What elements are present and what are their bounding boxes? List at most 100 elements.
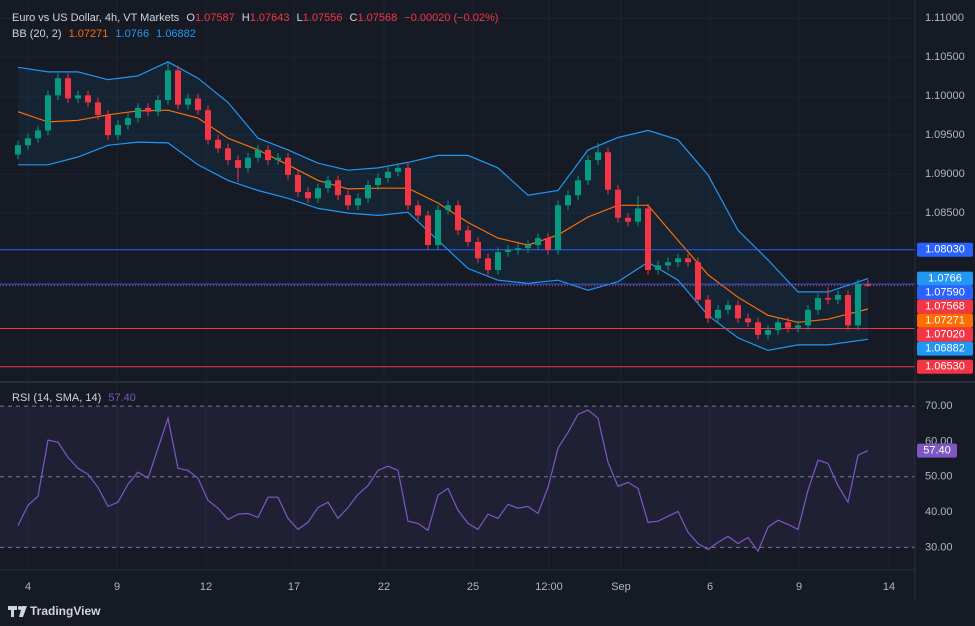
candle-body — [115, 124, 121, 136]
brand-logo — [8, 606, 27, 617]
candle-body — [635, 208, 641, 222]
price-badge — [917, 313, 973, 328]
candle-body — [475, 241, 481, 259]
rsi-name: RSI (14, SMA, 14) — [12, 392, 101, 404]
candle-body — [25, 138, 31, 146]
candle-body — [35, 130, 41, 139]
y-tick-label: 50.00 — [925, 471, 953, 483]
rsi-legend: RSI (14, SMA, 14) 57.40 — [12, 392, 136, 404]
x-tick-label: 17 — [288, 581, 300, 593]
y-tick-label: 40.00 — [925, 506, 953, 518]
price-badge-label: 1.08030 — [925, 244, 965, 256]
candle-body — [95, 102, 101, 115]
candle-body — [825, 298, 831, 300]
y-tick-label: 1.10000 — [925, 90, 965, 102]
candle-body — [525, 245, 531, 249]
candle-body — [355, 198, 361, 206]
rsi-badge-label: 57.40 — [923, 445, 951, 457]
candle-body — [145, 107, 151, 112]
candle-body — [515, 248, 521, 250]
open-label: O — [186, 12, 195, 24]
x-tick-label: 9 — [114, 581, 120, 593]
candle-body — [305, 192, 311, 199]
y-tick-label: 1.10500 — [925, 51, 965, 63]
y-tick-label: 1.08500 — [925, 207, 965, 219]
candle-body — [605, 152, 611, 190]
candle-body — [365, 185, 371, 199]
candle-body — [125, 117, 131, 125]
rsi-pane — [0, 405, 915, 553]
candle-body — [595, 152, 601, 161]
candle-body — [655, 265, 661, 271]
y-tick-label: 1.09500 — [925, 129, 965, 141]
symbol-title: Euro vs US Dollar, 4h, VT Markets — [12, 12, 180, 24]
price-badge-label: 1.07271 — [925, 315, 965, 327]
candle-body — [135, 107, 141, 118]
candle-body — [485, 258, 491, 271]
price-badge — [917, 285, 973, 300]
price-badge — [917, 327, 973, 342]
rsi-value: 57.40 — [108, 392, 136, 404]
candle-body — [535, 238, 541, 246]
high-label: H — [242, 12, 250, 24]
candle-body — [45, 95, 51, 131]
candle-body — [225, 148, 231, 161]
candle-body — [65, 78, 71, 99]
y-tick-label: 1.09000 — [925, 168, 965, 180]
price-badge-label: 1.07590 — [925, 287, 965, 299]
candle-body — [285, 157, 291, 175]
candle-body — [415, 205, 421, 216]
price-badge-label: 1.07020 — [925, 329, 965, 341]
x-tick-label: 25 — [467, 581, 479, 593]
candle-body — [435, 209, 441, 246]
candle-body — [785, 322, 791, 328]
candle-body — [495, 252, 501, 271]
low-value: 1.07556 — [303, 12, 343, 24]
candle-body — [75, 95, 81, 99]
bb-mid-value: 1.07271 — [69, 28, 109, 40]
candle-body — [815, 298, 821, 310]
candle-body — [185, 98, 191, 105]
candle-body — [155, 100, 161, 112]
candle-body — [105, 114, 111, 136]
price-badge — [917, 299, 973, 314]
candle-body — [795, 325, 801, 328]
price-badge-label: 1.06530 — [925, 361, 965, 373]
bb-name: BB (20, 2) — [12, 28, 62, 40]
candle-body — [835, 294, 841, 300]
bb-upper — [17, 61, 869, 293]
candle-body — [205, 110, 211, 140]
candle-body — [845, 294, 851, 326]
rsi-line — [17, 409, 869, 553]
candle-body — [15, 145, 21, 155]
bb-lower-value: 1.06882 — [156, 28, 196, 40]
candle-body — [735, 305, 741, 319]
price-badge — [917, 271, 973, 286]
x-tick-label: 22 — [378, 581, 390, 593]
candle-body — [565, 195, 571, 206]
candle-body — [685, 258, 691, 263]
candle-body — [385, 171, 391, 179]
candle-body — [175, 70, 181, 105]
candle-body — [615, 189, 621, 218]
candle-body — [195, 98, 201, 111]
y-tick-label: 70.00 — [925, 400, 953, 412]
candle-body — [585, 160, 591, 181]
candle-body — [165, 70, 171, 101]
candle-body — [85, 95, 91, 103]
bb-upper-value: 1.0766 — [115, 28, 149, 40]
low-label: L — [297, 12, 303, 24]
brand: TradingView — [30, 604, 101, 618]
header: Euro vs US Dollar, 4h, VT Markets O 1.075… — [12, 12, 498, 24]
high-value: 1.07643 — [250, 12, 290, 24]
candle-body — [745, 318, 751, 323]
x-tick-label: 4 — [25, 581, 31, 593]
x-tick-label: 6 — [707, 581, 713, 593]
price-badge — [917, 341, 973, 356]
candle-body — [235, 160, 241, 168]
y-tick-label: 1.11000 — [925, 12, 964, 24]
x-tick-label: 14 — [883, 581, 895, 593]
price-badge — [917, 242, 973, 257]
